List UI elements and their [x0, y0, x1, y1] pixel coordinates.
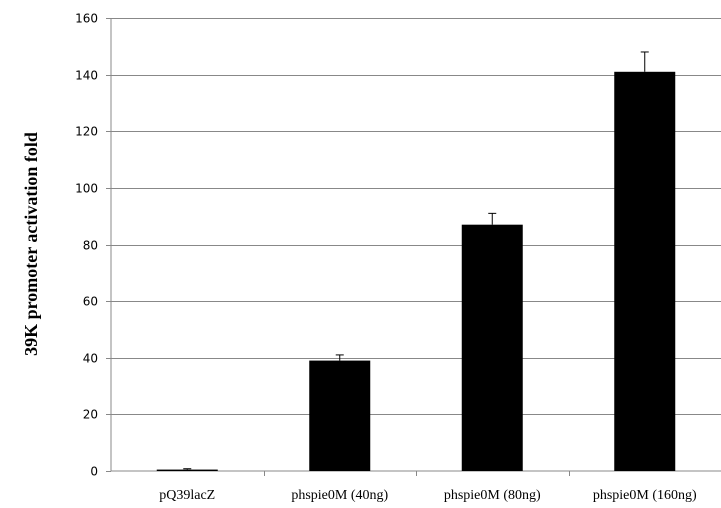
- y-tick-label: 40: [83, 352, 98, 366]
- y-tick-label: 60: [83, 295, 98, 309]
- bar: [309, 360, 371, 471]
- y-tick-label: 80: [83, 239, 98, 253]
- bar: [614, 71, 676, 471]
- x-tick-labels: pQ39lacZ phspie0M (40ng) phspie0M (80ng) ph…: [159, 488, 697, 503]
- x-tick-label: pQ39lacZ: [159, 488, 215, 503]
- x-tick-label: phspie0M (160ng): [593, 488, 697, 503]
- bars: [156, 71, 676, 471]
- y-tick-label: 0: [90, 465, 98, 479]
- y-tick-label: 120: [75, 125, 98, 139]
- y-tick-label: 20: [83, 408, 98, 422]
- y-tick-label: 100: [75, 182, 98, 196]
- y-tick-label: 160: [75, 12, 98, 26]
- y-tick-labels: 0 20 40 60 80 100 120 140 160: [75, 12, 98, 479]
- bar: [156, 469, 218, 471]
- y-axis-label: 39K promoter activation fold: [21, 132, 41, 356]
- x-tick-label: phspie0M (80ng): [444, 488, 541, 503]
- x-tick-label: phspie0M (40ng): [291, 488, 388, 503]
- y-tick-label: 140: [75, 69, 98, 83]
- bar: [461, 224, 523, 471]
- error-bars: [183, 51, 649, 476]
